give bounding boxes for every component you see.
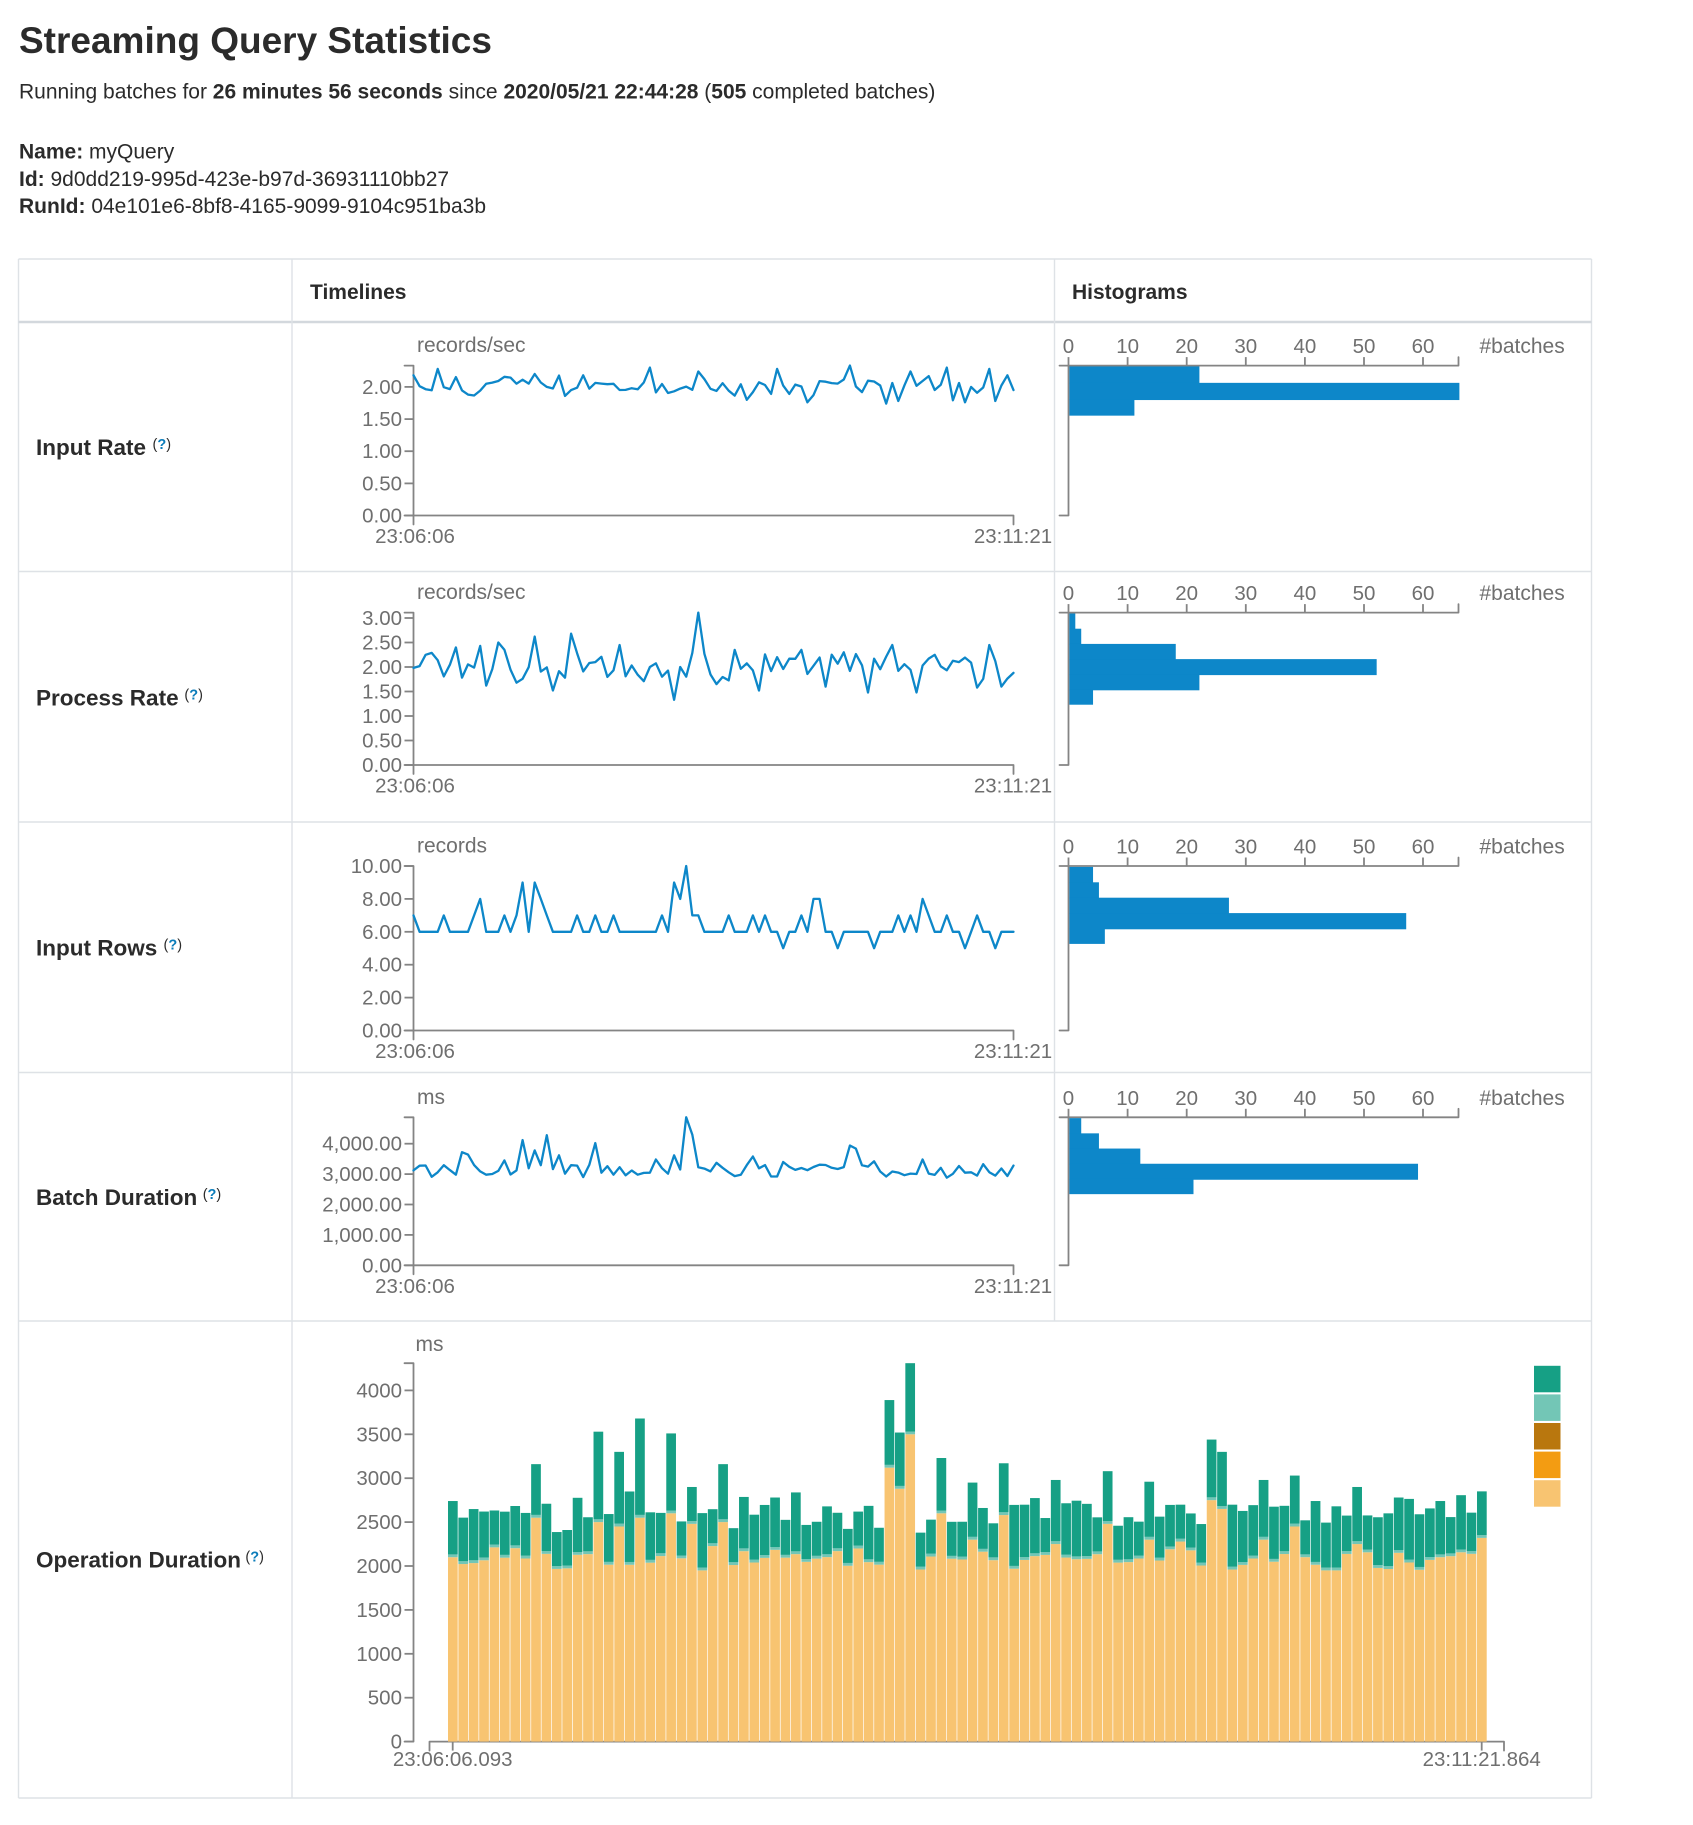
svg-text:ms: ms: [416, 1333, 444, 1356]
svg-text:23:11:21: 23:11:21: [974, 525, 1052, 548]
svg-text:2,000.00: 2,000.00: [322, 1194, 402, 1217]
svg-text:2.00: 2.00: [362, 376, 402, 399]
svg-text:4000: 4000: [356, 1379, 402, 1402]
svg-text:23:11:21: 23:11:21: [974, 775, 1052, 798]
svg-text:23:06:06.093: 23:06:06.093: [393, 1748, 513, 1771]
svg-text:23:11:21.864: 23:11:21.864: [1423, 1748, 1541, 1771]
svg-text:0.50: 0.50: [362, 472, 402, 495]
svg-text:30: 30: [1234, 335, 1257, 358]
svg-text:50: 50: [1353, 1087, 1376, 1110]
svg-text:30: 30: [1234, 1087, 1257, 1110]
svg-text:30: 30: [1234, 836, 1257, 859]
svg-text:Operation Duration: Operation Duration: [36, 1548, 241, 1573]
svg-text:500: 500: [368, 1687, 402, 1710]
svg-text:20: 20: [1175, 836, 1198, 859]
svg-text:(?): (?): [245, 1550, 264, 1566]
svg-text:records/sec: records/sec: [417, 581, 526, 604]
svg-text:(?): (?): [184, 688, 203, 704]
svg-text:0: 0: [1063, 582, 1074, 605]
svg-text:2000: 2000: [356, 1555, 402, 1578]
svg-text:2500: 2500: [356, 1511, 402, 1534]
svg-text:1500: 1500: [356, 1599, 402, 1622]
svg-text:6.00: 6.00: [362, 921, 402, 944]
svg-text:#batches: #batches: [1480, 836, 1565, 859]
svg-text:40: 40: [1293, 582, 1316, 605]
svg-text:Streaming Query Statistics: Streaming Query Statistics: [19, 20, 492, 61]
svg-text:50: 50: [1353, 335, 1376, 358]
svg-text:2.00: 2.00: [362, 656, 402, 679]
svg-text:60: 60: [1412, 582, 1435, 605]
svg-text:50: 50: [1353, 582, 1376, 605]
svg-text:3,000.00: 3,000.00: [322, 1163, 402, 1186]
svg-text:20: 20: [1175, 1087, 1198, 1110]
svg-text:0: 0: [391, 1731, 402, 1754]
svg-text:1.00: 1.00: [362, 440, 402, 463]
svg-text:23:06:06: 23:06:06: [375, 775, 455, 798]
svg-text:0.00: 0.00: [362, 1020, 402, 1043]
svg-text:0.00: 0.00: [362, 754, 402, 777]
svg-text:10.00: 10.00: [351, 855, 402, 878]
svg-text:#batches: #batches: [1480, 582, 1565, 605]
svg-text:10: 10: [1116, 1087, 1139, 1110]
svg-text:Timelines: Timelines: [310, 281, 407, 304]
svg-text:#batches: #batches: [1480, 1087, 1565, 1110]
svg-text:8.00: 8.00: [362, 888, 402, 911]
svg-text:ms: ms: [417, 1086, 445, 1109]
svg-text:3.00: 3.00: [362, 607, 402, 630]
svg-text:1.00: 1.00: [362, 705, 402, 728]
svg-text:0.00: 0.00: [362, 505, 402, 528]
svg-text:1.50: 1.50: [362, 408, 402, 431]
svg-text:(?): (?): [164, 938, 183, 954]
svg-text:60: 60: [1412, 335, 1435, 358]
svg-text:Batch Duration: Batch Duration: [36, 1185, 197, 1210]
svg-text:40: 40: [1293, 836, 1316, 859]
svg-text:20: 20: [1175, 582, 1198, 605]
svg-text:records/sec: records/sec: [417, 334, 526, 357]
svg-text:20: 20: [1175, 335, 1198, 358]
svg-text:1,000.00: 1,000.00: [322, 1224, 402, 1247]
svg-text:Process Rate: Process Rate: [36, 686, 179, 711]
svg-text:1000: 1000: [356, 1643, 402, 1666]
svg-text:Running batches for 26 minutes: Running batches for 26 minutes 56 second…: [19, 80, 935, 103]
svg-text:(?): (?): [153, 437, 172, 453]
svg-text:Histograms: Histograms: [1072, 281, 1188, 304]
svg-text:40: 40: [1293, 1087, 1316, 1110]
svg-text:10: 10: [1116, 836, 1139, 859]
svg-text:60: 60: [1412, 1087, 1435, 1110]
svg-text:Input Rate: Input Rate: [36, 435, 146, 460]
svg-text:0.00: 0.00: [362, 1254, 402, 1277]
svg-text:Input Rows: Input Rows: [36, 936, 157, 961]
svg-text:Id: 9d0dd219-995d-423e-b97d-36: Id: 9d0dd219-995d-423e-b97d-36931110bb27: [19, 168, 449, 191]
svg-text:(?): (?): [203, 1187, 222, 1203]
svg-text:0: 0: [1063, 335, 1074, 358]
svg-text:records: records: [417, 835, 487, 858]
svg-text:60: 60: [1412, 836, 1435, 859]
svg-text:3000: 3000: [356, 1467, 402, 1490]
svg-text:Name: myQuery: Name: myQuery: [19, 141, 175, 164]
svg-text:2.50: 2.50: [362, 632, 402, 655]
svg-text:4.00: 4.00: [362, 954, 402, 977]
svg-text:2.00: 2.00: [362, 987, 402, 1010]
svg-text:10: 10: [1116, 335, 1139, 358]
svg-text:4,000.00: 4,000.00: [322, 1133, 402, 1156]
svg-text:0: 0: [1063, 1087, 1074, 1110]
svg-text:3500: 3500: [356, 1423, 402, 1446]
svg-text:10: 10: [1116, 582, 1139, 605]
svg-text:1.50: 1.50: [362, 681, 402, 704]
svg-text:23:11:21: 23:11:21: [974, 1275, 1052, 1298]
svg-text:#batches: #batches: [1480, 335, 1565, 358]
svg-text:23:06:06: 23:06:06: [375, 1040, 455, 1063]
svg-text:23:11:21: 23:11:21: [974, 1040, 1052, 1063]
svg-text:0.50: 0.50: [362, 730, 402, 753]
svg-text:RunId: 04e101e6-8bf8-4165-9099: RunId: 04e101e6-8bf8-4165-9099-9104c951b…: [19, 195, 486, 218]
svg-text:30: 30: [1234, 582, 1257, 605]
svg-text:23:06:06: 23:06:06: [375, 525, 455, 548]
svg-text:40: 40: [1293, 335, 1316, 358]
svg-text:50: 50: [1353, 836, 1376, 859]
svg-text:23:06:06: 23:06:06: [375, 1275, 455, 1298]
svg-text:0: 0: [1063, 836, 1074, 859]
